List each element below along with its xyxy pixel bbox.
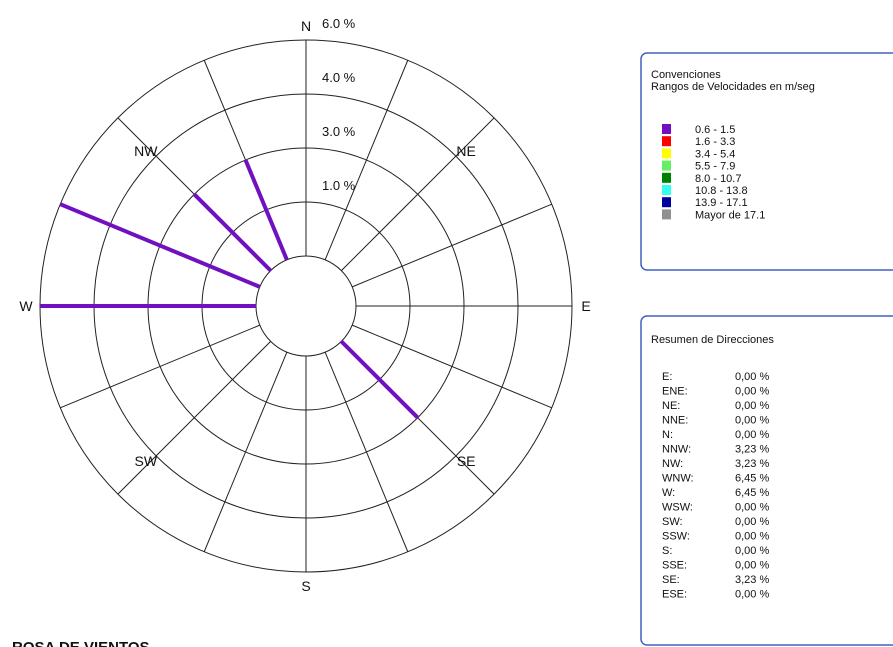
ring bbox=[255, 255, 357, 357]
spoke bbox=[341, 117, 495, 271]
chart-title: ROSA DE VIENTOS bbox=[12, 639, 150, 647]
spoke bbox=[324, 352, 409, 552]
ring-label: 4.0 % bbox=[322, 70, 356, 85]
wind-bar bbox=[192, 192, 273, 273]
legend-subtitle: Rangos de Velocidades en m/seg bbox=[651, 81, 815, 93]
summary-value: 0,00 % bbox=[735, 386, 769, 398]
direction-label: S bbox=[301, 578, 310, 594]
summary-value: 0,00 % bbox=[735, 589, 769, 601]
legend-box bbox=[640, 52, 893, 271]
summary-direction: NW: bbox=[662, 458, 683, 470]
legend-swatch bbox=[662, 136, 671, 147]
summary-value: 0,00 % bbox=[735, 371, 769, 383]
summary-box bbox=[640, 315, 893, 646]
spoke bbox=[203, 352, 288, 552]
spoke bbox=[117, 341, 271, 495]
summary-direction: S: bbox=[662, 545, 672, 557]
legend-swatch bbox=[662, 209, 671, 220]
ring-label: 1.0 % bbox=[322, 178, 356, 193]
summary-title: Resumen de Direcciones bbox=[651, 334, 774, 346]
summary-value: 6,45 % bbox=[735, 487, 769, 499]
direction-label: N bbox=[301, 18, 311, 34]
ring-label: 6.0 % bbox=[322, 16, 356, 31]
summary-direction: NE: bbox=[662, 400, 680, 412]
legend-swatch bbox=[662, 160, 671, 171]
direction-label: W bbox=[19, 298, 33, 314]
summary-direction: ENE: bbox=[662, 386, 688, 398]
summary-value: 0,00 % bbox=[735, 400, 769, 412]
legend-swatch bbox=[662, 172, 671, 183]
legend-label: 5.5 - 7.9 bbox=[695, 161, 735, 173]
summary-direction: N: bbox=[662, 429, 673, 441]
summary-value: 3,23 % bbox=[735, 444, 769, 456]
legend-swatch bbox=[662, 148, 671, 159]
summary-direction: WSW: bbox=[662, 502, 693, 514]
ring-label: 3.0 % bbox=[322, 124, 356, 139]
spoke bbox=[352, 203, 552, 288]
legend-label: 8.0 - 10.7 bbox=[695, 173, 741, 185]
legend-label: 3.4 - 5.4 bbox=[695, 148, 735, 160]
legend-label: 0.6 - 1.5 bbox=[695, 124, 735, 136]
spoke bbox=[352, 324, 552, 409]
direction-label: NE bbox=[456, 143, 475, 159]
spoke bbox=[60, 324, 260, 409]
legend-swatch bbox=[662, 197, 671, 208]
summary-direction: ESE: bbox=[662, 589, 687, 601]
summary-value: 3,23 % bbox=[735, 574, 769, 586]
direction-label: NW bbox=[134, 143, 158, 159]
legend-label: 13.9 - 17.1 bbox=[695, 197, 748, 209]
legend-swatch bbox=[662, 124, 671, 134]
spoke bbox=[324, 60, 409, 260]
summary-direction: WNW: bbox=[662, 473, 694, 485]
summary-value: 6,45 % bbox=[735, 473, 769, 485]
summary-value: 0,00 % bbox=[735, 531, 769, 543]
summary-direction: SE: bbox=[662, 574, 680, 586]
legend-label: Mayor de 17.1 bbox=[695, 209, 765, 221]
wind-bar bbox=[59, 202, 261, 289]
summary-value: 0,00 % bbox=[735, 560, 769, 572]
summary-direction: E: bbox=[662, 371, 672, 383]
legend-label: 10.8 - 13.8 bbox=[695, 185, 748, 197]
wind-bar bbox=[243, 159, 289, 261]
summary-direction: SW: bbox=[662, 516, 683, 528]
summary-direction: SSE: bbox=[662, 560, 687, 572]
summary-value: 0,00 % bbox=[735, 415, 769, 427]
summary-value: 0,00 % bbox=[735, 429, 769, 441]
wind-bar bbox=[339, 339, 420, 420]
summary-value: 0,00 % bbox=[735, 502, 769, 514]
summary-direction: W: bbox=[662, 487, 675, 499]
legend-label: 1.6 - 3.3 bbox=[695, 136, 735, 148]
direction-label: E bbox=[581, 298, 590, 314]
legend-swatch bbox=[662, 185, 671, 195]
direction-label: SW bbox=[135, 453, 158, 469]
summary-value: 0,00 % bbox=[735, 545, 769, 557]
summary-value: 0,00 % bbox=[735, 516, 769, 528]
summary-direction: NNE: bbox=[662, 415, 688, 427]
direction-label: SE bbox=[457, 453, 476, 469]
summary-direction: SSW: bbox=[662, 531, 690, 543]
legend-title: Convenciones bbox=[651, 69, 721, 81]
summary-direction: NNW: bbox=[662, 444, 691, 456]
summary-value: 3,23 % bbox=[735, 458, 769, 470]
